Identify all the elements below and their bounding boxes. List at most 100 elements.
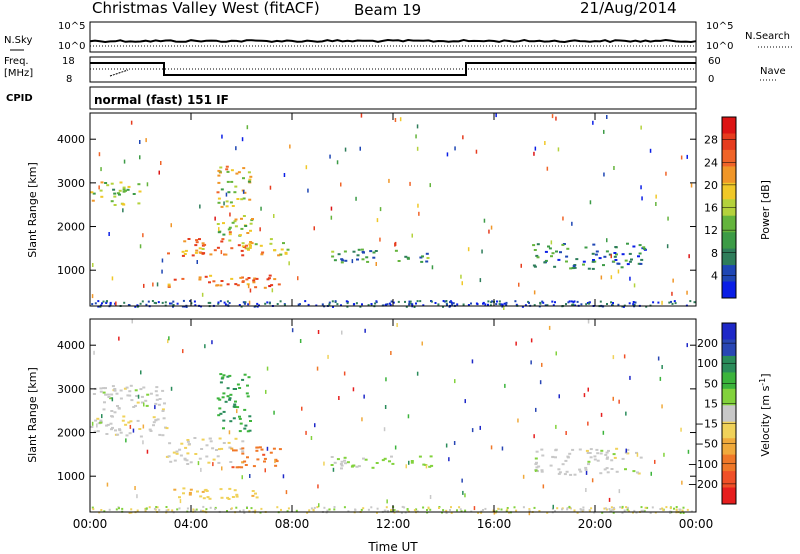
ground-scatter-cell [632, 301, 635, 303]
echo-cell [572, 265, 576, 268]
noise-cell [483, 218, 486, 223]
echo-cell [218, 398, 222, 401]
ground-scatter-cell [346, 302, 349, 305]
echo-cell [173, 278, 177, 281]
noise-cell [503, 306, 505, 310]
noise-cell [462, 490, 464, 495]
ground-scatter-cell [118, 507, 120, 510]
echo-cell [126, 394, 130, 397]
echo-cell [587, 460, 591, 463]
ground-scatter-cell [482, 302, 484, 305]
echo-cell [161, 389, 165, 392]
noise-cell [394, 242, 396, 247]
echo-cell [360, 248, 364, 251]
echo-cell [248, 246, 252, 249]
echo-cell [535, 254, 539, 257]
noise-cell [603, 172, 605, 177]
noise-cell [142, 233, 144, 238]
noise-cell [663, 452, 665, 457]
colorbar-segment [722, 372, 736, 390]
noise-cell [96, 423, 98, 428]
echo-cell [383, 457, 387, 460]
echo-cell [181, 254, 185, 257]
echo-cell [356, 254, 360, 257]
noise-cell [429, 183, 431, 188]
noise-cell [289, 144, 291, 149]
echo-cell [231, 205, 235, 207]
ground-scatter-cell [172, 304, 175, 306]
noise-cell [471, 428, 474, 433]
echo-cell [596, 452, 600, 455]
noise-cell [332, 467, 335, 472]
ground-scatter-cell [582, 508, 585, 511]
noise-cell [271, 288, 274, 293]
echo-cell [251, 218, 254, 220]
echo-cell [104, 393, 108, 396]
echo-cell [234, 283, 238, 286]
echo-cell [111, 426, 114, 429]
echo-cell [234, 449, 238, 452]
ground-scatter-cell [521, 305, 524, 308]
ground-scatter-cell [176, 508, 179, 511]
nsky-right-tick-top: 10^5 [706, 21, 733, 32]
noise-cell [273, 214, 275, 218]
echo-cell [240, 198, 244, 201]
echo-cell [607, 449, 610, 452]
echo-cell [589, 456, 593, 459]
ground-scatter-cell [101, 302, 103, 305]
echo-cell [94, 419, 98, 422]
echo-cell [175, 450, 179, 453]
echo-cell [340, 258, 344, 261]
noise-cell [625, 411, 627, 416]
echo-cell [240, 227, 244, 230]
ground-scatter-cell [205, 508, 208, 511]
echo-cell [573, 266, 577, 269]
echo-cell [557, 258, 561, 261]
colorbar-segment [722, 149, 736, 167]
velocity-yaxis: 1000 2000 3000 4000 [57, 339, 696, 483]
echo-cell [591, 252, 595, 255]
echo-cell [163, 402, 166, 405]
echo-cell [186, 439, 190, 441]
echo-cell [404, 255, 408, 258]
noise-cell [461, 478, 463, 483]
noise-cell [140, 370, 142, 375]
noise-cell [461, 281, 463, 286]
ground-scatter-cell [153, 507, 156, 510]
noise-cell [488, 229, 490, 234]
ground-scatter-cell [310, 507, 313, 510]
echo-cell [410, 460, 414, 462]
echo-cell [175, 452, 179, 455]
ground-scatter-cell [182, 299, 185, 302]
noise-cell [446, 152, 449, 157]
ground-scatter-cell [612, 511, 615, 514]
nsky-right-tick-bottom: 10^0 [706, 41, 733, 52]
noise-cell [415, 134, 417, 139]
ground-scatter-cell [633, 303, 636, 306]
echo-cell [183, 457, 187, 460]
echo-cell [139, 435, 143, 438]
ground-scatter-cell [164, 301, 167, 304]
echo-cell [165, 427, 169, 430]
ground-scatter-cell [611, 304, 614, 307]
noise-cell [520, 263, 522, 268]
noise-cell [686, 154, 688, 159]
noise-cell [671, 291, 673, 296]
noise-cell [156, 282, 159, 287]
echo-cell [113, 204, 117, 206]
echo-cell [240, 249, 244, 252]
echo-cell [213, 249, 217, 252]
echo-cell [599, 452, 603, 455]
noise-cell [591, 478, 594, 483]
echo-cell [246, 456, 249, 459]
echo-cell [269, 238, 273, 241]
echo-cell [603, 255, 607, 258]
echo-cell [594, 253, 598, 256]
echo-cell [232, 449, 235, 452]
echo-cell [235, 172, 239, 175]
noise-cell [546, 166, 549, 171]
noise-cell [265, 389, 267, 394]
ground-scatter-cell [333, 506, 336, 508]
echo-cell [157, 403, 161, 406]
noise-cell [431, 265, 434, 270]
